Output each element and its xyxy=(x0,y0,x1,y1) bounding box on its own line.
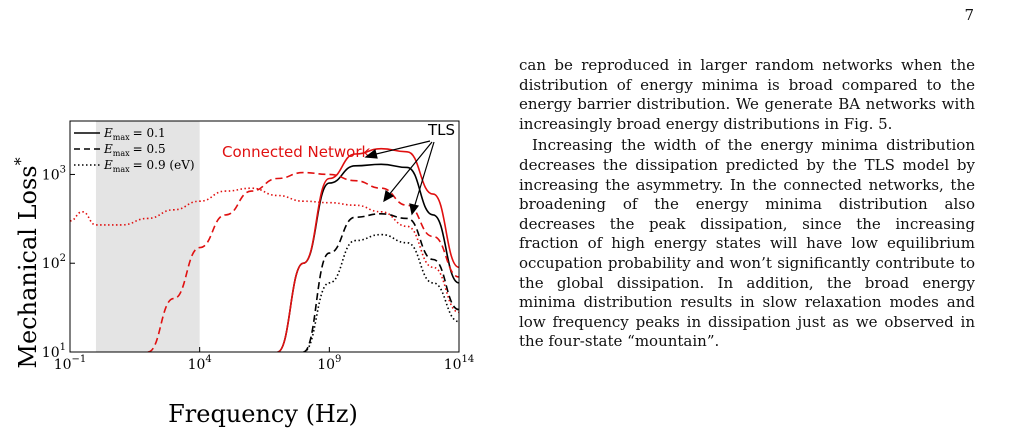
y-tick-label: 102 xyxy=(42,253,66,272)
chart-svg: 10−1 104 109 1014 101 102 103 Mechanical Loss*… xyxy=(11,120,474,428)
x-tick-label: 10−1 xyxy=(54,354,87,373)
tls-arrow-2-head xyxy=(383,189,395,203)
series-line-tls-dotted xyxy=(303,233,459,352)
x-tick-label: 1014 xyxy=(444,354,475,373)
tls-arrow-3-head xyxy=(409,203,420,216)
legend-entry-2: Emax = 0.5 xyxy=(103,142,166,158)
legend-entry-3: Emax = 0.9 (eV) xyxy=(103,158,195,174)
body-text-column: can be reproduced in larger random netwo… xyxy=(519,56,975,352)
tls-arrow-1-head xyxy=(364,148,378,159)
legend: Emax = 0.1 Emax = 0.5 Emax = 0.9 (eV) xyxy=(74,126,195,174)
figure-mechanical-loss: 10−1 104 109 1014 101 102 103 Mechanical Loss*… xyxy=(0,95,505,435)
y-tick-label: 103 xyxy=(42,164,66,183)
paragraph-1: can be reproduced in larger random netwo… xyxy=(519,56,975,133)
series-line-connected-solid xyxy=(277,147,459,352)
tls-arrows xyxy=(364,140,435,216)
y-tick-label: 101 xyxy=(42,342,66,361)
series-line-connected-dashed xyxy=(147,171,459,352)
tls-arrow-3 xyxy=(413,141,435,209)
x-tick-label: 104 xyxy=(188,354,212,373)
shaded-region xyxy=(95,121,200,352)
y-axis-label: Mechanical Loss* xyxy=(11,157,42,368)
paragraph-2: Increasing the width of the energy minim… xyxy=(519,136,975,351)
ticks-layer: 10−1 104 109 1014 101 102 103 xyxy=(42,164,474,373)
x-axis-label: Frequency (Hz) xyxy=(168,400,358,428)
series-line-tls-solid xyxy=(277,163,459,352)
x-tick-label: 109 xyxy=(317,354,341,373)
series-line-tls-dashed xyxy=(302,212,459,352)
tls-arrow-2 xyxy=(387,141,433,197)
connected-network-annotation: Connected Network xyxy=(222,143,370,161)
legend-entry-1: Emax = 0.1 xyxy=(103,126,166,142)
page-number: 7 xyxy=(964,6,974,24)
plot-frame xyxy=(69,120,460,353)
tls-annotation: TLS xyxy=(427,121,455,139)
tls-arrow-1 xyxy=(371,140,431,156)
series-layer xyxy=(70,147,459,352)
